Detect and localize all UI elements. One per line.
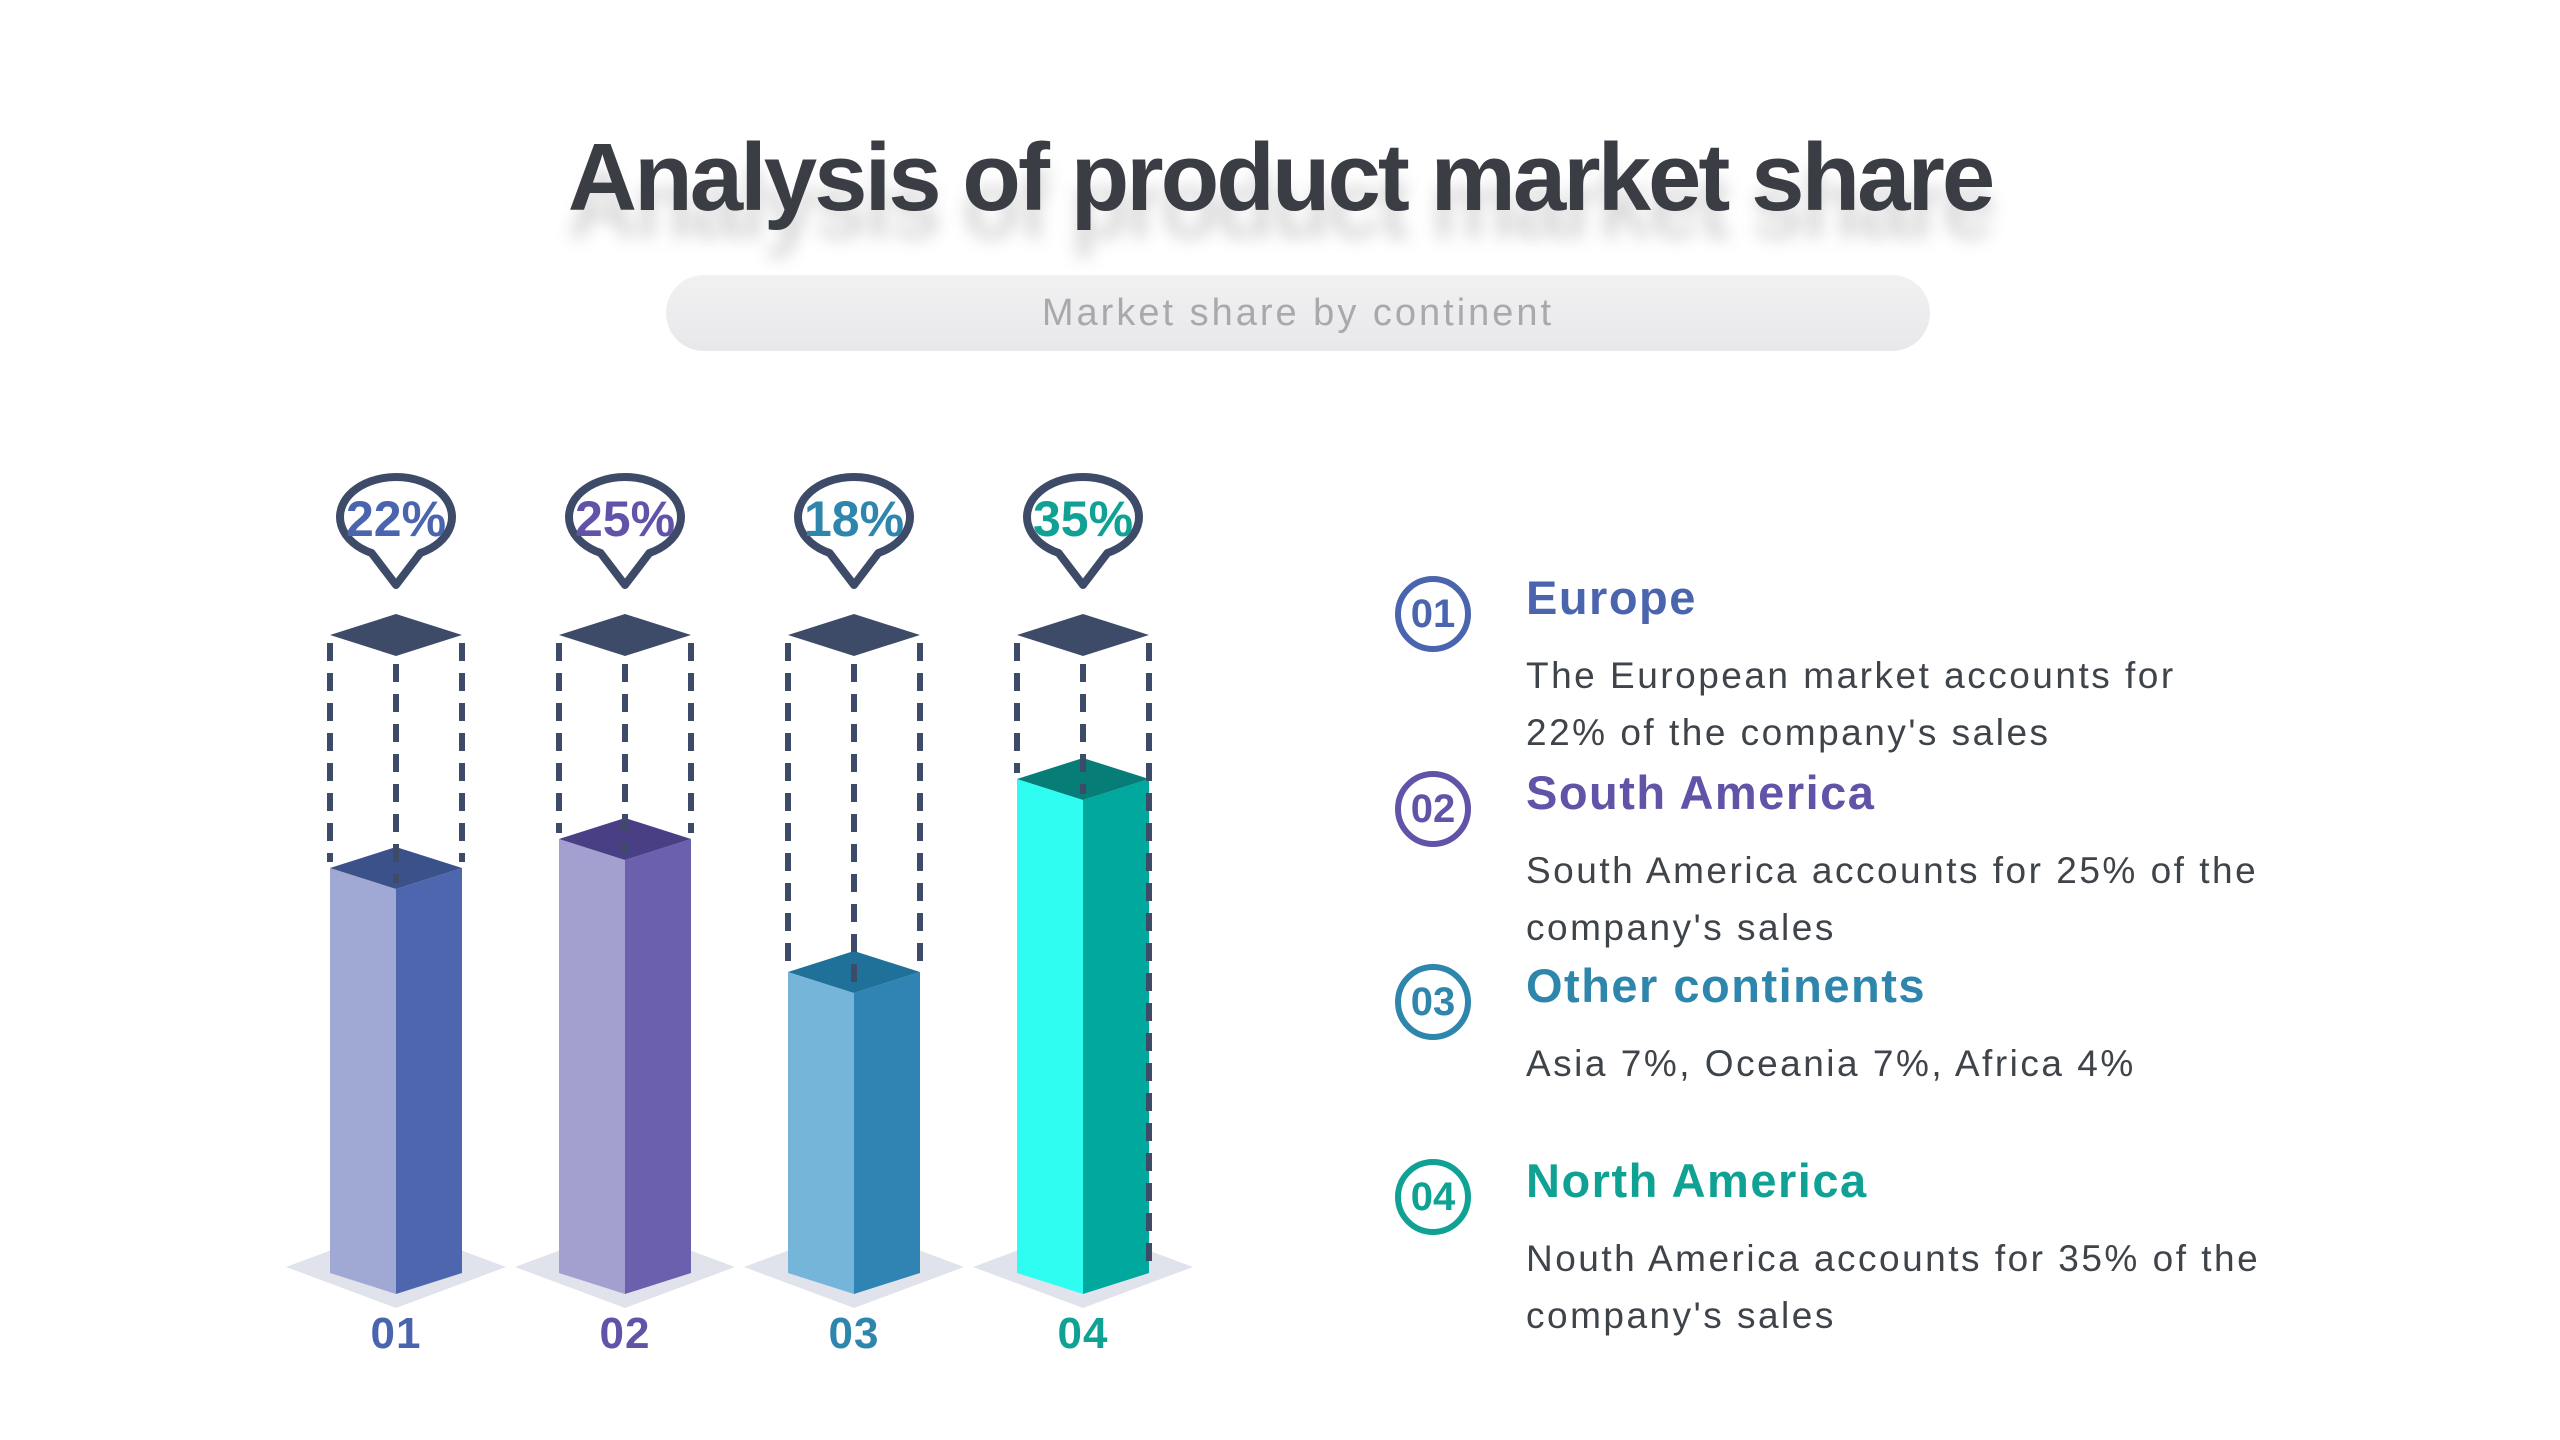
bar-face-right (625, 839, 691, 1294)
category-label: 03 (829, 1309, 880, 1358)
wireframe-top (330, 614, 462, 656)
bar-face-left (1017, 779, 1083, 1294)
value-bubble (794, 473, 914, 589)
category-label: 01 (371, 1309, 422, 1358)
bar-face-top (559, 818, 691, 860)
category-label: 02 (600, 1309, 651, 1358)
bar-3d (330, 847, 462, 1294)
bar-face-left (788, 972, 854, 1294)
legend-body: Asia 7%, Oceania 7%, Africa 4% (1526, 1043, 2136, 1084)
legend-heading: Europe (1526, 571, 1697, 624)
value-label: 22% (346, 491, 446, 547)
bar-3d (1017, 758, 1149, 1294)
legend-item-europe: 01 Europe The European market accounts f… (1395, 570, 2455, 761)
bar-face-left (330, 868, 396, 1294)
page-title: Analysis of product market share (567, 124, 1995, 231)
category-label: 04 (1058, 1309, 1109, 1358)
legend-body: South America accounts for 25% of the co… (1526, 850, 2259, 948)
bar-group-02: 25% 02 (515, 473, 735, 1358)
value-label: 18% (804, 491, 904, 547)
legend-text-block: Other continents Asia 7%, Oceania 7%, Af… (1526, 958, 2455, 1092)
value-bubble (565, 473, 685, 589)
bar-face-top (330, 847, 462, 889)
bar-face-left (559, 839, 625, 1294)
legend-text-block: Europe The European market accounts for … (1526, 570, 2455, 761)
bar-face-right (1083, 779, 1149, 1294)
legend-number-badge: 03 (1395, 964, 1471, 1040)
bar-face-right (396, 868, 462, 1294)
legend-text-block: North America Nouth America accounts for… (1526, 1153, 2455, 1344)
bar-face-right (854, 972, 920, 1294)
bar-3d (788, 951, 920, 1294)
wireframe-top (788, 614, 920, 656)
value-bubble (336, 473, 456, 589)
legend-heading: South America (1526, 766, 1876, 819)
wireframe-top (1017, 614, 1149, 656)
legend-number-badge: 04 (1395, 1159, 1471, 1235)
wireframe-top (559, 614, 691, 656)
legend-heading: North America (1526, 1154, 1868, 1207)
legend-text-block: South America South America accounts for… (1526, 765, 2455, 956)
bar-group-04: 35% 04 (973, 473, 1193, 1358)
bar-3d (559, 818, 691, 1294)
value-label: 25% (575, 491, 675, 547)
legend-item-south-america: 02 South America South America accounts … (1395, 765, 2455, 956)
legend-item-other-continents: 03 Other continents Asia 7%, Oceania 7%,… (1395, 958, 2455, 1092)
legend-number-badge: 01 (1395, 576, 1471, 652)
legend-body: The European market accounts for 22% of … (1526, 655, 2176, 753)
bar-group-03: 18% 03 (744, 473, 964, 1358)
legend-body: Nouth America accounts for 35% of the co… (1526, 1238, 2261, 1336)
bar-group-01: 22% 01 (286, 473, 506, 1358)
subtitle-text: Market share by continent (1041, 292, 1555, 334)
bar-face-top (1017, 758, 1149, 800)
legend-item-north-america: 04 North America Nouth America accounts … (1395, 1153, 2455, 1344)
value-label: 35% (1033, 491, 1133, 547)
value-bubble (1023, 473, 1143, 589)
legend-panel: 01 Europe The European market accounts f… (1395, 560, 2455, 1390)
market-share-3d-bar-chart: 22% 01 25% 02 18% 03 35% 04 (250, 440, 1270, 1420)
legend-heading: Other continents (1526, 959, 1927, 1012)
bar-chart-canvas: 22% 01 25% 02 18% 03 35% 04 (286, 473, 1193, 1358)
subtitle-pill: Market share by continent (666, 275, 1930, 351)
legend-number-badge: 02 (1395, 771, 1471, 847)
